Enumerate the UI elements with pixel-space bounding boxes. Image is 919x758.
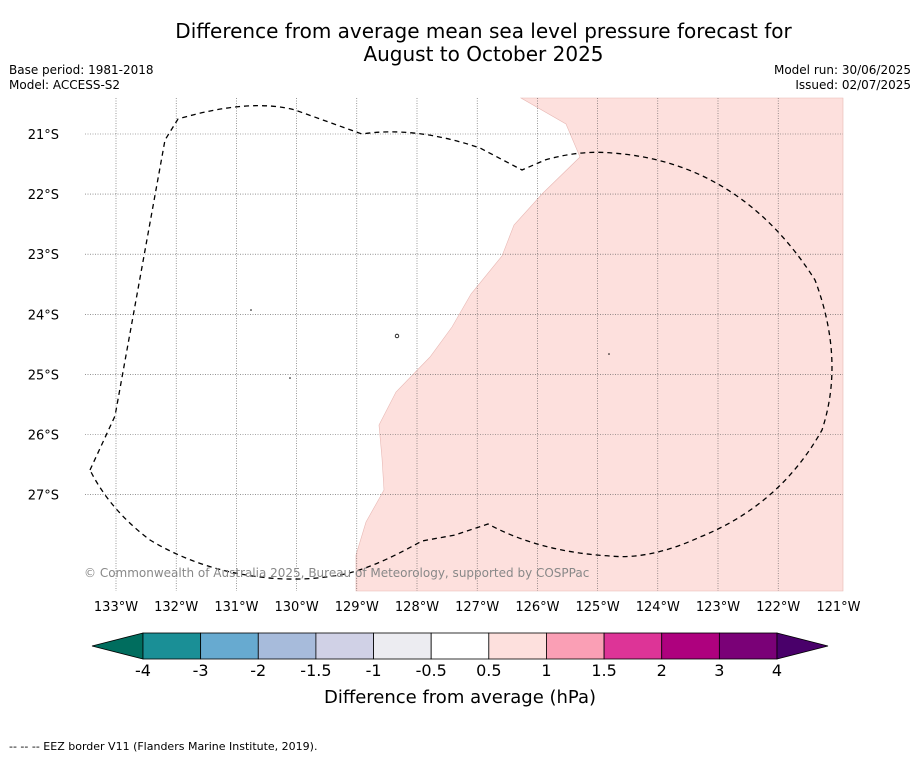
colorbar-high-arrow [776, 632, 829, 660]
map-panel: © Commonwealth of Australia 2025, Bureau… [84, 97, 844, 592]
lon-label: 133°W [94, 600, 138, 615]
colorbar-swatch [430, 632, 490, 660]
lat-label: 22°S [28, 188, 59, 203]
island-marker [394, 333, 400, 339]
lat-label: 24°S [28, 308, 59, 323]
colorbar-tick-label: 0.5 [476, 661, 501, 680]
eez-legend-text: -- -- -- EEZ border V11 (Flanders Marine… [9, 740, 318, 753]
colorbar-tick-label: 1.5 [591, 661, 616, 680]
colorbar-swatch [661, 632, 720, 660]
lon-label: 122°W [756, 600, 800, 615]
colorbar-tick-label: -4 [135, 661, 151, 680]
meta-right: Model run: 30/06/2025 Issued: 02/07/2025 [774, 63, 911, 93]
lon-label: 123°W [696, 600, 740, 615]
colorbar: -4 -3 -2 -1.5 -1 -0.5 0.5 1 1.5 2 3 4 [91, 632, 829, 680]
island-marker [289, 377, 291, 379]
map-title-line2: August to October 2025 [363, 42, 604, 66]
colorbar-swatch [373, 632, 432, 660]
colorbar-low-arrow [91, 632, 144, 660]
base-period-text: Base period: 1981-2018 [9, 63, 154, 77]
lat-label: 27°S [28, 489, 59, 504]
model-run-text: Model run: 30/06/2025 [773, 63, 911, 77]
colorbar-tick-label: -1 [366, 661, 382, 680]
lat-label: 23°S [28, 248, 59, 263]
colorbar-tick-label: 4 [772, 661, 782, 680]
colorbar-tick-label: -0.5 [416, 661, 447, 680]
map-figure: © Commonwealth of Australia 2025, Bureau… [28, 97, 861, 708]
lon-label: 124°W [636, 600, 680, 615]
colorbar-swatch [718, 632, 778, 660]
lon-label: 132°W [154, 600, 198, 615]
lat-label: 25°S [28, 368, 59, 383]
map-title-line1: Difference from average mean sea level p… [175, 19, 792, 43]
eez-border [89, 104, 833, 580]
meta-left: Base period: 1981-2018 Model: ACCESS-S2 [9, 63, 154, 93]
island-marker [608, 353, 610, 355]
colorbar-tick-label: -3 [193, 661, 209, 680]
lon-label: 129°W [335, 600, 379, 615]
anomaly-shaded-region [355, 97, 844, 592]
copyright-text: © Commonwealth of Australia 2025, Bureau… [84, 566, 589, 580]
colorbar-label: Difference from average (hPa) [324, 687, 596, 708]
longitude-labels: 133°W 132°W 131°W 130°W 129°W 128°W 127°W 126°W… [94, 600, 861, 615]
lon-label: 130°W [275, 600, 319, 615]
lon-label: 125°W [576, 600, 620, 615]
lon-label: 131°W [214, 600, 258, 615]
colorbar-swatch [257, 632, 317, 660]
colorbar-swatch [488, 632, 547, 660]
lat-label: 21°S [28, 128, 59, 143]
lon-label: 126°W [515, 600, 559, 615]
lon-label: 127°W [455, 600, 499, 615]
lon-label: 128°W [395, 600, 439, 615]
lat-label: 26°S [28, 429, 59, 444]
issued-text: Issued: 02/07/2025 [795, 78, 911, 92]
colorbar-swatch [603, 632, 663, 660]
colorbar-swatch [546, 632, 605, 660]
lon-label: 121°W [816, 600, 860, 615]
colorbar-swatch [200, 632, 259, 660]
colorbar-tick-label: 1 [541, 661, 551, 680]
colorbar-swatch [315, 632, 374, 660]
model-text: Model: ACCESS-S2 [9, 78, 121, 92]
colorbar-tick-label: -2 [250, 661, 266, 680]
graticule [85, 98, 843, 591]
colorbar-swatch [142, 632, 202, 660]
colorbar-tick-label: 2 [657, 661, 667, 680]
latitude-labels: 21°S 22°S 23°S 24°S 25°S 26°S 27°S [28, 128, 59, 504]
island-marker [250, 309, 252, 311]
colorbar-tick-label: 3 [714, 661, 724, 680]
colorbar-tick-label: -1.5 [300, 661, 331, 680]
